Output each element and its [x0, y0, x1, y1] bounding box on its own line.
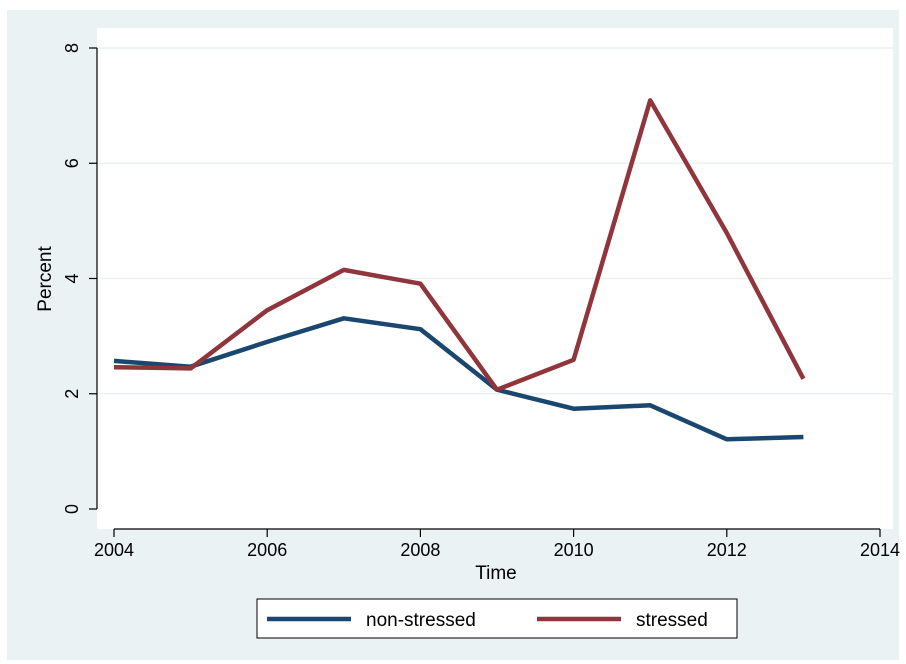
- x-tick-label: 2012: [707, 540, 747, 560]
- legend: non-stressed stressed: [256, 598, 738, 639]
- legend-label: non-stressed: [366, 610, 476, 631]
- y-axis-label: Percent: [35, 246, 56, 312]
- y-tick-label: 0: [62, 504, 82, 514]
- x-tick-label: 2014: [860, 540, 900, 560]
- series-line-non-stressed: [113, 316, 804, 442]
- series-group: [113, 98, 806, 442]
- x-axis-label: Time: [475, 563, 517, 584]
- gridlines: [97, 47, 893, 395]
- x-tick-label: 2004: [94, 540, 134, 560]
- x-tick-label: 2008: [400, 540, 440, 560]
- x-tick-label: 2006: [247, 540, 287, 560]
- y-tick-label: 2: [62, 389, 82, 399]
- y-tick-label: 6: [62, 158, 82, 168]
- y-tick-label: 4: [62, 273, 82, 283]
- x-tick-label: 2010: [554, 540, 594, 560]
- legend-label: stressed: [636, 610, 708, 631]
- y-tick-label: 8: [62, 43, 82, 53]
- axes: 0 2 4 6 8 2004 2006 2008 2010 2012 2014: [62, 43, 900, 560]
- series-line-stressed: [113, 98, 806, 392]
